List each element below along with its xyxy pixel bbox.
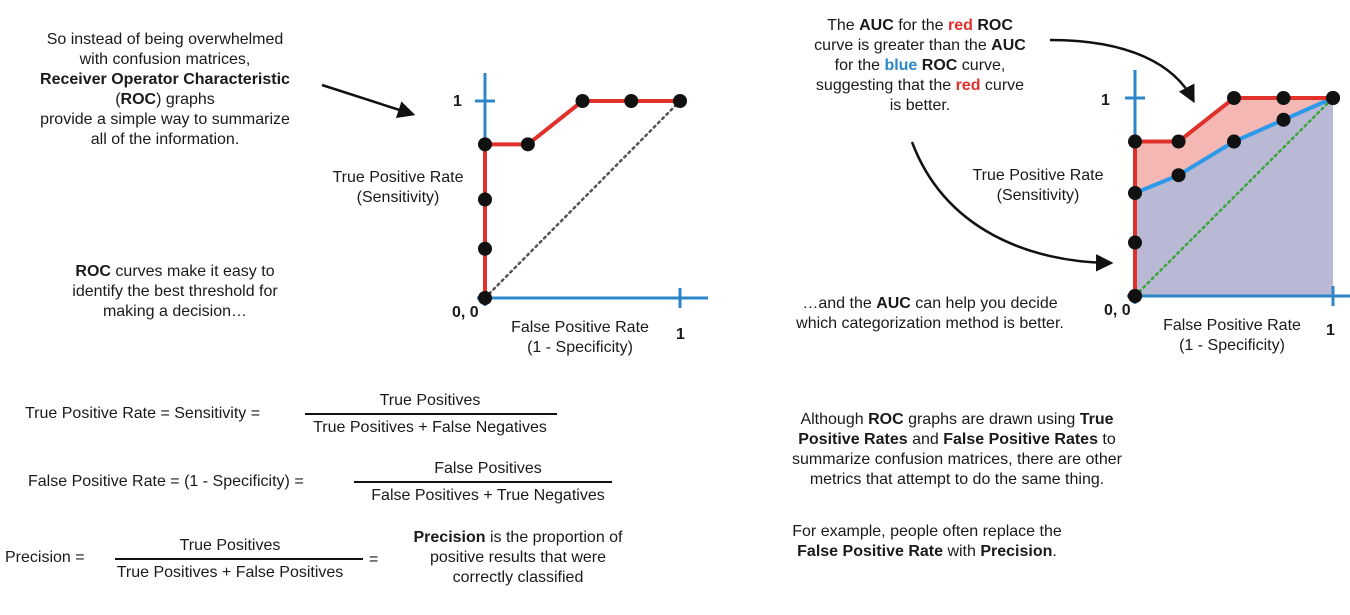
intro-line: (ROC) graphs bbox=[115, 91, 215, 108]
chart1-origin-label: 0, 0 bbox=[452, 304, 479, 321]
precision-denominator: True Positives + False Positives bbox=[116, 564, 344, 581]
threshold-point bbox=[624, 94, 639, 108]
threshold-point bbox=[1128, 134, 1142, 149]
fraction-bar bbox=[115, 558, 363, 560]
chart1-xlabel: False Positive Rate (1 - Specificity) bbox=[511, 319, 649, 356]
chart2-ylabel: True Positive Rate (Sensitivity) bbox=[972, 167, 1104, 204]
fraction-bar bbox=[305, 413, 557, 415]
precision-formula-lhs: Precision = bbox=[5, 549, 85, 566]
roc-curve-0 bbox=[483, 99, 680, 298]
chart2-xlabel: False Positive Rate (1 - Specificity) bbox=[1163, 317, 1301, 354]
threshold-point bbox=[1227, 134, 1241, 149]
threshold-point bbox=[478, 241, 492, 256]
random-guess-diagonal bbox=[1133, 96, 1335, 298]
auc-arrow-top bbox=[1049, 38, 1195, 104]
intro-line: with confusion matrices, bbox=[79, 51, 251, 68]
threshold-point bbox=[520, 137, 535, 152]
tpr-denominator: True Positives + False Negatives bbox=[313, 419, 547, 436]
example-text: For example, people often replace the Fa… bbox=[792, 523, 1062, 560]
auc-text: The AUC for the red ROC curve is greater… bbox=[814, 17, 1026, 114]
roc-curve-0 bbox=[1133, 96, 1333, 296]
fraction-bar bbox=[354, 481, 612, 483]
roc-chart-1 bbox=[475, 73, 708, 308]
threshold-point bbox=[575, 94, 590, 108]
roc-line: ROC curves make it easy to bbox=[75, 263, 275, 280]
auc-decide-text: …and the AUC can help you decide which c… bbox=[796, 295, 1064, 332]
intro-bold: Receiver Operator Characteristic bbox=[40, 71, 290, 88]
roc-line: making a decision… bbox=[102, 303, 248, 320]
threshold-point bbox=[1171, 134, 1186, 149]
chart1-ylabel: True Positive Rate (Sensitivity) bbox=[332, 169, 464, 206]
roc-chart-2 bbox=[1125, 70, 1350, 306]
tpr-formula-lhs: True Positive Rate = Sensitivity = bbox=[25, 405, 261, 422]
although-text: Although ROC graphs are drawn using True… bbox=[792, 411, 1122, 488]
fpr-formula-lhs: False Positive Rate = (1 - Specificity) … bbox=[28, 473, 304, 490]
chart2-xtick-label: 1 bbox=[1326, 322, 1335, 339]
threshold-point bbox=[1128, 289, 1142, 303]
roc-line: identify the best threshold for bbox=[72, 283, 278, 300]
threshold-point bbox=[1326, 91, 1340, 105]
random-guess-diagonal bbox=[483, 99, 682, 300]
threshold-point bbox=[1128, 235, 1142, 250]
chart2-origin-label: 0, 0 bbox=[1104, 302, 1131, 319]
threshold-point bbox=[478, 137, 492, 152]
threshold-point bbox=[673, 94, 687, 108]
threshold-point bbox=[1171, 168, 1186, 183]
intro-line: all of the information. bbox=[90, 131, 240, 148]
intro-line: So instead of being overwhelmed bbox=[46, 31, 284, 48]
intro-arrow bbox=[321, 83, 416, 119]
fpr-fraction: False Positives False Positives + True N… bbox=[350, 460, 626, 508]
intro-line: provide a simple way to summarize bbox=[40, 111, 290, 128]
chart1-xtick-label: 1 bbox=[676, 326, 685, 343]
tpr-fraction: True Positives True Positives + False Ne… bbox=[300, 392, 560, 440]
precision-fraction: True Positives True Positives + False Po… bbox=[95, 537, 365, 585]
precision-numerator: True Positives bbox=[179, 537, 281, 554]
precision-description: Precision is the proportion of positive … bbox=[413, 529, 623, 586]
threshold-point bbox=[1128, 186, 1142, 201]
chart1-ytick-label: 1 bbox=[453, 93, 462, 110]
chart2-ytick-label: 1 bbox=[1101, 92, 1110, 109]
threshold-point bbox=[1276, 91, 1291, 105]
threshold-point bbox=[1276, 112, 1291, 127]
intro-text: So instead of being overwhelmed with con… bbox=[10, 30, 320, 150]
threshold-point bbox=[1227, 91, 1241, 105]
roc-threshold-text: ROC curves make it easy to identify the … bbox=[30, 262, 320, 322]
fpr-numerator: False Positives bbox=[434, 460, 542, 477]
tpr-numerator: True Positives bbox=[379, 392, 481, 409]
threshold-point bbox=[478, 192, 492, 207]
threshold-point bbox=[478, 291, 492, 305]
precision-equals: = bbox=[369, 551, 379, 568]
fpr-denominator: False Positives + True Negatives bbox=[371, 487, 605, 504]
auc-arrow-bottom bbox=[910, 141, 1114, 272]
